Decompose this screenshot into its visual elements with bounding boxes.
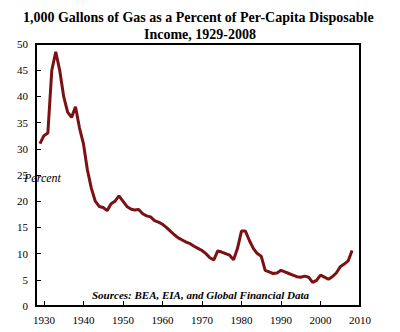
svg-text:2000: 2000	[309, 314, 332, 326]
svg-text:Percent: Percent	[23, 171, 62, 185]
svg-text:5: 5	[23, 274, 29, 286]
svg-text:Sources: BEA, EIA, and Global: Sources: BEA, EIA, and Global Financial …	[92, 289, 309, 301]
svg-text:1950: 1950	[112, 314, 135, 326]
svg-text:10: 10	[17, 248, 29, 260]
svg-text:2010: 2010	[349, 314, 372, 326]
svg-text:1940: 1940	[72, 314, 95, 326]
svg-text:1,000 Gallons of Gas as a Perc: 1,000 Gallons of Gas as a Percent of Per…	[23, 10, 377, 25]
svg-text:30: 30	[17, 143, 29, 155]
svg-text:20: 20	[17, 195, 29, 207]
svg-text:25: 25	[17, 169, 29, 181]
svg-text:45: 45	[17, 64, 29, 76]
svg-text:35: 35	[17, 117, 29, 129]
svg-text:1980: 1980	[230, 314, 253, 326]
svg-text:1930: 1930	[33, 314, 56, 326]
svg-text:1990: 1990	[270, 314, 293, 326]
svg-text:50: 50	[17, 38, 29, 50]
svg-text:0: 0	[23, 300, 29, 312]
svg-text:40: 40	[17, 90, 29, 102]
svg-text:Income, 1929-2008: Income, 1929-2008	[144, 27, 256, 42]
svg-text:1970: 1970	[191, 314, 214, 326]
svg-text:1960: 1960	[151, 314, 174, 326]
svg-text:15: 15	[17, 221, 29, 233]
